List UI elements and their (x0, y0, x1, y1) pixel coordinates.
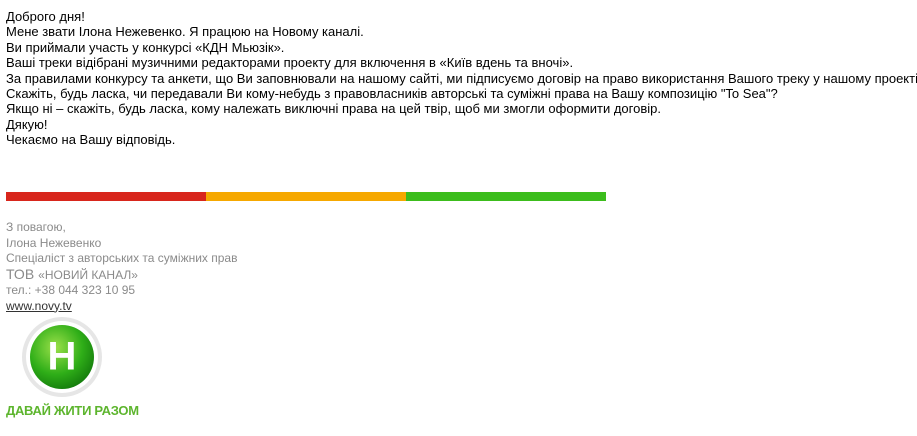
signature: З повагою, Ілона Нежевенко Спеціаліст з … (6, 220, 237, 314)
body-line: За правилами конкурсу та анкети, що Ви з… (6, 70, 917, 86)
divider-green (406, 192, 606, 201)
company: ТОВ «НОВИЙ КАНАЛ» (6, 265, 237, 284)
body-line: Ваші треки відібрані музичними редактора… (6, 55, 574, 71)
email-body: Доброго дня! Мене звати Ілона Нежевенко.… (6, 9, 917, 148)
slogan: ДАВАЙ ЖИТИ РАЗОМ (6, 403, 139, 418)
body-line: Чекаємо на Вашу відповідь. (6, 132, 176, 148)
greeting: З повагою, (6, 220, 66, 234)
logo-letter: Н (48, 335, 77, 379)
sender-position: Спеціаліст з авторських та суміжних прав (6, 251, 238, 265)
body-line: Якщо ні – скажіть, будь ласка, кому нале… (6, 101, 661, 117)
logo: Н (22, 317, 102, 397)
body-line: Скажіть, будь ласка, чи передавали Ви ко… (6, 86, 778, 102)
company-name: «НОВИЙ КАНАЛ» (38, 267, 138, 282)
body-line: Дякую! (6, 116, 48, 132)
divider-red (6, 192, 206, 201)
divider-bar (6, 192, 606, 201)
phone: тел.: +38 044 323 10 95 (6, 283, 136, 297)
body-line: Доброго дня! (6, 9, 85, 24)
logo-disc (30, 325, 94, 389)
body-line: Ви приймали участь у конкурсі «КДН Мьюзі… (6, 39, 285, 55)
sender-name: Ілона Нежевенко (6, 235, 102, 250)
company-form: ТОВ (6, 265, 35, 282)
divider-orange (206, 192, 406, 201)
body-line: Мене звати Ілона Нежевенко. Я працюю на … (6, 24, 364, 40)
website-link[interactable]: www.novy.tv (6, 298, 72, 313)
